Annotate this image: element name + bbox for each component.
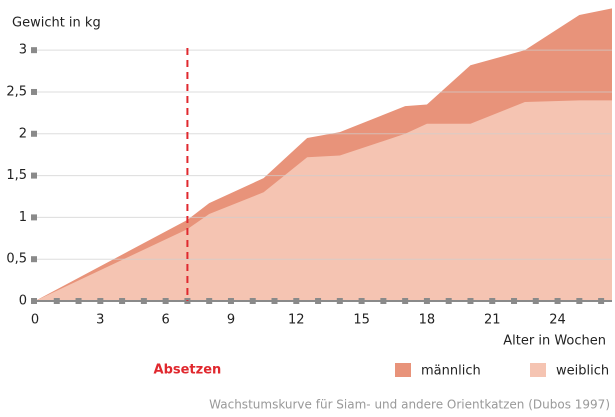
x-minor-tick [336,298,343,304]
x-minor-tick [402,298,409,304]
x-tick-label: 12 [288,313,305,328]
x-minor-tick [445,298,452,304]
x-minor-tick [423,298,430,304]
x-minor-tick [511,298,518,304]
y-tick-label: 1 [19,210,27,225]
x-tick-label: 15 [353,313,370,328]
x-tick-label: 6 [162,313,170,328]
legend-swatch [530,363,546,377]
x-minor-tick [140,298,147,304]
x-minor-tick [293,298,300,304]
x-tick-label: 21 [484,313,501,328]
x-minor-tick [119,298,126,304]
y-tick-mark [31,47,37,54]
x-minor-tick [249,298,256,304]
x-minor-tick [97,298,104,304]
y-tick-mark [31,256,37,263]
x-minor-tick [358,298,365,304]
y-tick-label: 0 [19,294,27,309]
x-minor-tick [271,298,278,304]
legend-label: männlich [421,364,481,379]
x-tick-label: 24 [549,313,566,328]
y-axis-title: Gewicht in kg [12,16,101,31]
y-tick-mark [31,130,37,137]
legend-swatch [395,363,411,377]
x-minor-tick [380,298,387,304]
x-minor-tick [53,298,60,304]
y-tick-label: 1,5 [6,168,27,183]
y-tick-mark [31,214,37,221]
x-minor-tick [467,298,474,304]
x-axis-title: Alter in Wochen [503,334,606,349]
y-tick-label: 2 [19,126,27,141]
source: Wachstumskurve für Siam- und andere Orie… [209,398,610,412]
y-tick-mark [31,172,37,179]
x-minor-tick [206,298,213,304]
y-tick-mark [31,298,37,304]
x-tick-label: 0 [31,313,39,328]
x-tick-label: 3 [96,313,104,328]
x-minor-tick [162,298,169,304]
y-tick-label: 3 [19,43,27,58]
x-minor-tick [315,298,322,304]
y-tick-mark [31,88,37,95]
y-tick-label: 2,5 [6,84,27,99]
x-minor-tick [598,298,605,304]
x-minor-tick [554,298,561,304]
x-minor-tick [576,298,583,304]
legend-label: weiblich [556,364,609,379]
y-tick-label: 0,5 [6,252,27,267]
area [35,100,612,301]
annotation-label: Absetzen [154,363,222,378]
x-tick-label: 18 [419,313,436,328]
x-minor-tick [227,298,234,304]
x-minor-tick [75,298,82,304]
x-minor-tick [489,298,496,304]
x-minor-tick [532,298,539,304]
x-tick-label: 9 [227,313,235,328]
